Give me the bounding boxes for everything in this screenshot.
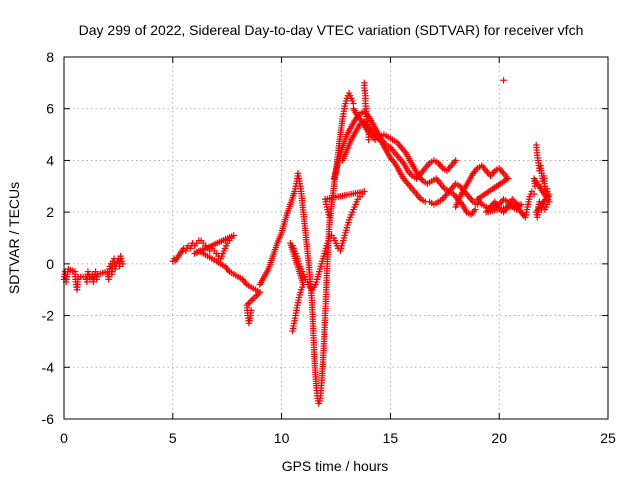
y-axis-label: SDTVAR / TECUs	[6, 182, 22, 294]
y-tick-label: 6	[46, 101, 54, 117]
data-points	[60, 77, 553, 407]
y-tick-label: -4	[42, 359, 55, 375]
y-tick-label: 0	[46, 256, 54, 272]
series-main-rise	[256, 90, 357, 407]
y-tick-labels: -6 -4 -2 0 2 4 6 8	[42, 49, 55, 427]
data-point	[246, 298, 254, 306]
x-tick-label: 25	[600, 430, 616, 446]
data-point	[326, 214, 333, 221]
data-point	[250, 295, 257, 302]
series-afternoon	[452, 162, 538, 221]
y-tick-label: 4	[46, 152, 54, 168]
grid-lines	[64, 57, 608, 419]
x-tick-label: 15	[383, 430, 399, 446]
y-tick-label: -6	[42, 411, 55, 427]
data-point	[531, 183, 539, 190]
data-point	[245, 300, 252, 307]
series-early-morning	[60, 252, 126, 293]
plot-frame	[63, 56, 609, 420]
y-tick-label: -2	[42, 308, 55, 324]
x-tick-label: 20	[491, 430, 507, 446]
series-morning	[169, 232, 264, 327]
data-point	[472, 206, 479, 213]
data-point	[119, 260, 126, 268]
axis-ticks	[63, 56, 609, 420]
series-low-loop	[287, 188, 368, 335]
x-tick-label: 0	[60, 430, 68, 446]
series-spike	[361, 77, 507, 143]
x-tick-label: 5	[169, 430, 177, 446]
chart-title: Day 299 of 2022, Sidereal Day-to-day VTE…	[79, 22, 584, 38]
y-tick-label: 2	[46, 204, 54, 220]
x-tick-labels: 0 5 10 15 20 25	[60, 430, 616, 446]
data-point	[452, 157, 459, 164]
x-axis-label: GPS time / hours	[282, 458, 389, 474]
series-evening	[530, 141, 553, 221]
data-point	[530, 190, 538, 198]
data-point	[248, 297, 255, 304]
data-point	[500, 77, 507, 84]
y-tick-label: 8	[46, 49, 54, 65]
data-point	[253, 292, 260, 299]
data-point	[251, 293, 259, 301]
data-point	[365, 136, 372, 143]
x-tick-label: 10	[274, 430, 290, 446]
data-point	[247, 307, 255, 314]
